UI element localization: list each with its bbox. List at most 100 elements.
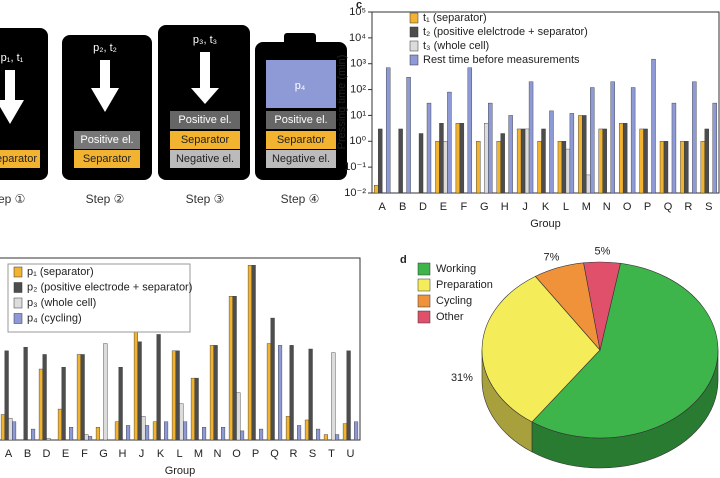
bar: [266, 343, 271, 441]
bar: [221, 427, 226, 441]
bar: [549, 110, 554, 194]
pressure-label: p₂, t₂: [93, 42, 117, 54]
bar: [247, 265, 252, 441]
x-tick-label: T: [328, 448, 335, 460]
panel-label: d: [400, 254, 407, 266]
legend-swatch: [417, 294, 431, 308]
bar: [586, 174, 591, 194]
bar: [8, 417, 13, 441]
bar: [285, 416, 290, 441]
legend-label: t₂ (positive elelctrode + separator): [423, 26, 588, 38]
legend-swatch: [417, 278, 431, 292]
bar: [190, 377, 195, 441]
bar: [680, 141, 685, 194]
layer: [0, 150, 40, 168]
x-tick-label: M: [582, 201, 591, 213]
bar: [354, 421, 359, 441]
x-tick-label: P: [644, 201, 651, 213]
bar: [598, 128, 603, 194]
bar: [164, 421, 169, 441]
layer: [266, 131, 336, 149]
y-tick-label: 10²: [350, 83, 366, 95]
x-tick-label: R: [684, 201, 692, 213]
bar: [476, 141, 481, 194]
bar: [484, 123, 489, 194]
pressure-label: p₁, t₁: [1, 52, 24, 64]
bar: [374, 185, 379, 194]
x-tick-label: E: [62, 448, 69, 460]
bar: [565, 148, 571, 194]
bar: [406, 77, 411, 194]
y-tick-label: 10⁵: [349, 6, 366, 18]
layer-label: Separator: [181, 134, 230, 146]
bar: [57, 408, 62, 441]
bar: [297, 425, 302, 441]
bar: [630, 87, 636, 194]
legend-label: Preparation: [436, 279, 493, 291]
bar: [61, 367, 66, 441]
arrow: [5, 70, 15, 102]
pie-slice: [583, 261, 621, 351]
x-tick-label: B: [399, 201, 406, 213]
x-tick-label: A: [5, 448, 13, 460]
legend-swatch: [409, 12, 419, 24]
layer-label: Positive el.: [274, 114, 327, 126]
bar: [141, 416, 146, 441]
step-label: Step ③: [186, 192, 225, 206]
x-tick-label: J: [522, 201, 528, 213]
x-tick-label: P: [252, 448, 259, 460]
bar: [508, 115, 513, 194]
arrow: [91, 88, 119, 112]
layer: [170, 150, 240, 168]
bar: [202, 427, 207, 441]
bar: [95, 427, 100, 441]
bar: [251, 265, 256, 441]
bar: [84, 434, 89, 441]
x-tick-label: N: [603, 201, 611, 213]
bar: [137, 341, 142, 441]
bar: [316, 428, 321, 441]
layer-label: Separator: [0, 153, 37, 165]
bar: [304, 419, 309, 441]
bar: [80, 354, 85, 441]
bar: [663, 141, 669, 194]
x-tick-label: L: [176, 448, 182, 460]
bar: [578, 115, 583, 194]
layer: [266, 111, 336, 129]
legend-swatch: [417, 262, 431, 276]
bar: [346, 350, 351, 441]
pie-value-label: 5%: [594, 245, 610, 257]
legend-label: p₁ (separator): [27, 266, 94, 278]
x-tick-label: O: [232, 448, 241, 460]
legend-label: t₃ (whole cell): [423, 40, 489, 52]
layer-label: Negative el.: [272, 153, 330, 165]
bar: [467, 67, 473, 194]
x-tick-label: K: [157, 448, 165, 460]
bar: [179, 403, 184, 441]
bar: [639, 128, 644, 194]
layer: [74, 131, 140, 149]
bar: [704, 128, 709, 194]
pressure-block: [266, 60, 336, 108]
bar: [38, 368, 43, 441]
bar: [447, 91, 452, 194]
x-tick-label: A: [379, 201, 387, 213]
bar: [398, 128, 403, 194]
bar: [118, 367, 123, 441]
bar: [622, 123, 628, 194]
y-axis-label: Pressing time (min): [336, 55, 348, 150]
layer-label: Positive el.: [178, 114, 231, 126]
bar: [651, 58, 656, 194]
x-tick-label: S: [705, 201, 712, 213]
bar: [541, 128, 546, 194]
x-tick-label: M: [194, 448, 203, 460]
bar: [228, 296, 233, 441]
bar: [152, 421, 157, 441]
arrow: [191, 88, 219, 104]
layer-label: Separator: [83, 153, 132, 165]
legend-label: p₄ (cycling): [27, 312, 82, 324]
bar: [194, 377, 199, 441]
bar: [435, 141, 440, 194]
y-tick-label: 10³: [350, 58, 366, 70]
bar: [331, 352, 336, 441]
